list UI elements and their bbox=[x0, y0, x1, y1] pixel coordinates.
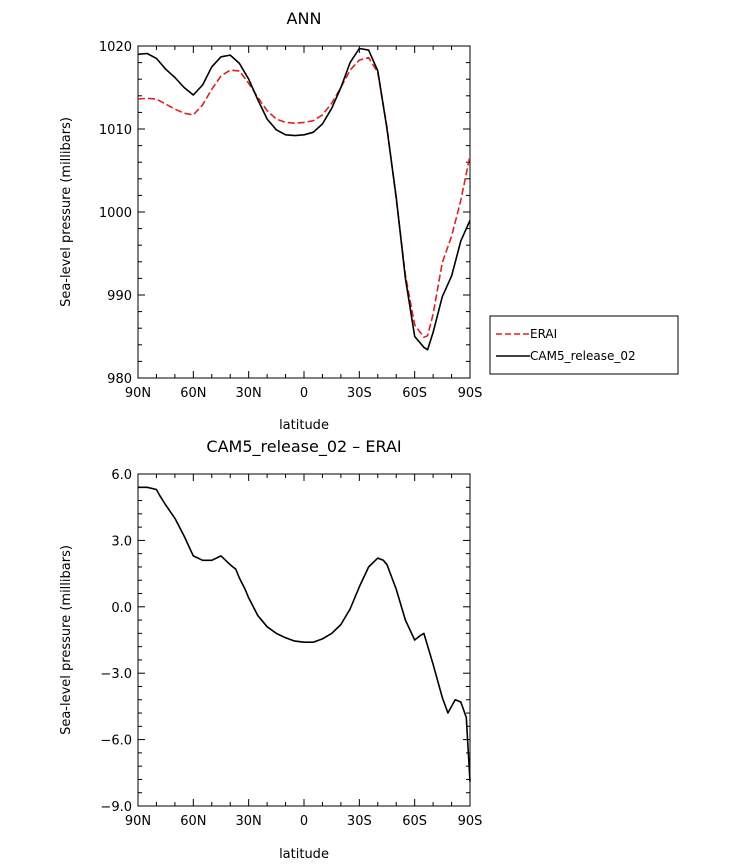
y-tick-label: 3.0 bbox=[111, 534, 132, 549]
x-tick-label: 30N bbox=[236, 814, 262, 829]
chart-2-title: CAM5_release_02 – ERAI bbox=[206, 437, 401, 457]
series-line-cam5-release-02-erai bbox=[138, 486, 471, 782]
chart-1-y-axis-label: Sea-level pressure (millibars) bbox=[59, 117, 74, 307]
x-tick-label: 0 bbox=[300, 386, 308, 401]
y-tick-label: −3.0 bbox=[100, 667, 132, 682]
chart-2-plot-frame bbox=[137, 473, 471, 807]
y-tick-label: −6.0 bbox=[100, 734, 132, 749]
series-line-erai bbox=[137, 56, 471, 339]
chart-2-x-axis-label: latitude bbox=[279, 847, 329, 862]
chart-1-x-axis-label: latitude bbox=[279, 418, 329, 433]
x-tick-label: 0 bbox=[300, 814, 308, 829]
x-tick-label: 90S bbox=[458, 814, 483, 829]
x-tick-label: 60N bbox=[180, 386, 206, 401]
x-tick-label: 30S bbox=[347, 386, 372, 401]
chart-1-legend: ERAI CAM5_release_02 bbox=[489, 315, 679, 375]
y-tick-label: 990 bbox=[107, 289, 132, 304]
chart-2-y-ticks: −9.0 −6.0 −3.0 0.0 3.0 6.0 bbox=[100, 468, 470, 815]
y-tick-label: 980 bbox=[107, 372, 132, 387]
chart-2-y-axis-label: Sea-level pressure (millibars) bbox=[59, 545, 74, 735]
chart-1-series bbox=[137, 47, 471, 351]
x-tick-label: 90N bbox=[125, 386, 151, 401]
chart-1-x-ticks: 90N 60N 30N 0 30S 60S 90S bbox=[125, 46, 483, 401]
chart-2: CAM5_release_02 – ERAI 90N 60N 30N 0 30S 60S 9… bbox=[59, 437, 482, 862]
legend-label-cam5: CAM5_release_02 bbox=[530, 349, 636, 363]
x-tick-label: 60S bbox=[402, 814, 427, 829]
x-tick-label: 60S bbox=[402, 386, 427, 401]
y-tick-label: 6.0 bbox=[111, 468, 132, 483]
y-tick-label: −9.0 bbox=[100, 800, 132, 815]
y-tick-label: 1000 bbox=[99, 206, 132, 221]
chart-1: ANN 90N 60N 30N 0 30S 60S 90S 980 990 1000 1010 10… bbox=[59, 9, 679, 433]
chart-2-series bbox=[138, 486, 471, 782]
chart-1-title: ANN bbox=[287, 9, 322, 28]
y-tick-label: 0.0 bbox=[111, 601, 132, 616]
y-tick-label: 1020 bbox=[99, 40, 132, 55]
chart-2-x-ticks: 90N 60N 30N 0 30S 60S 90S bbox=[125, 474, 483, 829]
x-tick-label: 90S bbox=[458, 386, 483, 401]
series-line-cam5-release-02 bbox=[137, 47, 471, 351]
x-tick-label: 60N bbox=[180, 814, 206, 829]
chart-1-plot-frame bbox=[137, 45, 471, 379]
y-tick-label: 1010 bbox=[99, 123, 132, 138]
x-tick-label: 90N bbox=[125, 814, 151, 829]
chart-1-y-ticks: 980 990 1000 1010 1020 bbox=[99, 40, 470, 387]
legend-label-erai: ERAI bbox=[530, 327, 557, 341]
x-tick-label: 30N bbox=[236, 386, 262, 401]
legend-box bbox=[489, 315, 679, 375]
x-tick-label: 30S bbox=[347, 814, 372, 829]
